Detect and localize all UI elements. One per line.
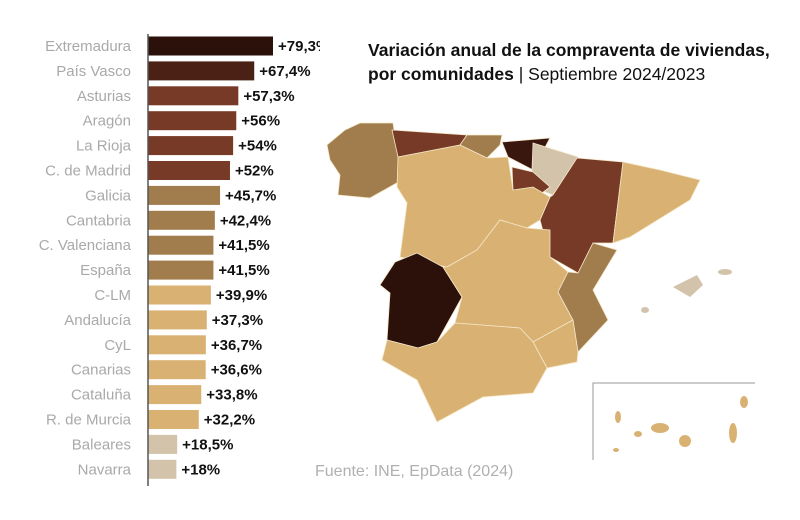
bar bbox=[148, 285, 211, 305]
bar bbox=[148, 111, 237, 131]
category-label: Cantabria bbox=[66, 212, 132, 229]
region-canarias-island bbox=[740, 396, 748, 408]
region-canarias-island bbox=[651, 423, 669, 433]
category-label: Asturias bbox=[77, 88, 131, 105]
data-label: +52% bbox=[235, 163, 274, 180]
category-label: C. de Madrid bbox=[45, 163, 131, 180]
title-main: Variación anual de la compraventa de viv… bbox=[368, 40, 770, 84]
region-cantabria bbox=[459, 134, 503, 159]
bar bbox=[148, 434, 178, 454]
data-label: +39,9% bbox=[216, 287, 267, 304]
category-label: C. Valenciana bbox=[39, 237, 132, 254]
bar bbox=[148, 335, 206, 355]
category-label: Canarias bbox=[71, 362, 131, 379]
region-arag-n bbox=[539, 157, 624, 274]
bar bbox=[148, 161, 230, 180]
data-label: +41,5% bbox=[218, 262, 269, 279]
category-label: R. de Murcia bbox=[46, 412, 132, 429]
region-r-de-murcia bbox=[532, 319, 579, 369]
region-c-valenciana bbox=[557, 242, 618, 353]
region-pa-s-vasco bbox=[501, 137, 551, 171]
region-canarias-island bbox=[729, 423, 737, 443]
bar bbox=[148, 459, 177, 479]
data-label: +45,7% bbox=[225, 187, 276, 204]
chart-title: Variación anual de la compraventa de viv… bbox=[368, 38, 800, 86]
category-label: Andalucía bbox=[64, 312, 131, 329]
category-label: Aragón bbox=[83, 113, 131, 130]
title-period: Septiembre 2024/2023 bbox=[528, 64, 706, 84]
bar bbox=[148, 360, 206, 380]
data-label: +36,7% bbox=[211, 337, 262, 354]
data-label: +33,8% bbox=[206, 387, 257, 404]
bar bbox=[148, 136, 234, 156]
bar bbox=[148, 385, 202, 405]
title-separator: | bbox=[513, 64, 529, 84]
data-label: +36,6% bbox=[211, 362, 262, 379]
category-label: CyL bbox=[104, 337, 131, 354]
bar bbox=[148, 36, 273, 56]
region-catalu-a bbox=[612, 161, 701, 244]
data-label: +67,4% bbox=[259, 63, 310, 80]
source-note: Fuente: INE, EpData (2024) bbox=[315, 463, 514, 480]
region-baleares-menorca bbox=[718, 269, 732, 275]
region-baleares-ibiza bbox=[641, 307, 649, 313]
category-label: Navarra bbox=[78, 461, 132, 478]
data-label: +57,3% bbox=[243, 88, 294, 105]
data-label: +42,4% bbox=[220, 212, 271, 229]
data-label: +79,3% bbox=[278, 38, 320, 55]
bar bbox=[148, 260, 214, 280]
data-label: +18,5% bbox=[182, 436, 233, 453]
region-canarias-island bbox=[613, 448, 619, 452]
canarias-inset-frame bbox=[592, 382, 755, 460]
data-label: +56% bbox=[241, 113, 280, 130]
category-label: Cataluña bbox=[71, 387, 132, 404]
region-la-rioja bbox=[511, 166, 551, 194]
bar bbox=[148, 235, 214, 255]
region-galicia bbox=[326, 122, 403, 199]
bar bbox=[148, 86, 239, 106]
data-label: +18% bbox=[181, 461, 220, 478]
region-navarra bbox=[531, 142, 579, 196]
category-label: Galicia bbox=[85, 187, 132, 204]
category-label: País Vasco bbox=[56, 63, 131, 80]
bar bbox=[148, 185, 221, 205]
data-label: +54% bbox=[238, 138, 277, 155]
bar bbox=[148, 210, 215, 230]
region-cyl bbox=[396, 144, 551, 268]
region-andaluc-a bbox=[381, 322, 548, 423]
region-c-lm bbox=[442, 219, 574, 343]
category-label: Baleares bbox=[72, 436, 131, 453]
category-label: C-LM bbox=[94, 287, 131, 304]
region-asturias bbox=[391, 129, 468, 158]
bar bbox=[148, 410, 199, 429]
data-label: +37,3% bbox=[212, 312, 263, 329]
category-label: La Rioja bbox=[76, 138, 132, 155]
region-canarias-island bbox=[634, 431, 642, 437]
region-c-de-madrid bbox=[467, 226, 513, 274]
data-label: +32,2% bbox=[204, 412, 255, 429]
bar bbox=[148, 61, 255, 81]
region-extremadura bbox=[379, 252, 463, 349]
region-canarias-island bbox=[679, 435, 691, 447]
category-label: España bbox=[80, 262, 132, 279]
category-label: Extremadura bbox=[45, 38, 132, 55]
region-baleares bbox=[673, 275, 703, 297]
data-label: +41,5% bbox=[218, 237, 269, 254]
region-canarias-island bbox=[615, 411, 621, 423]
bar-chart: Extremadura +79,3% País Vasco +67,4% Asturia… bbox=[39, 34, 320, 486]
bar bbox=[148, 310, 207, 330]
